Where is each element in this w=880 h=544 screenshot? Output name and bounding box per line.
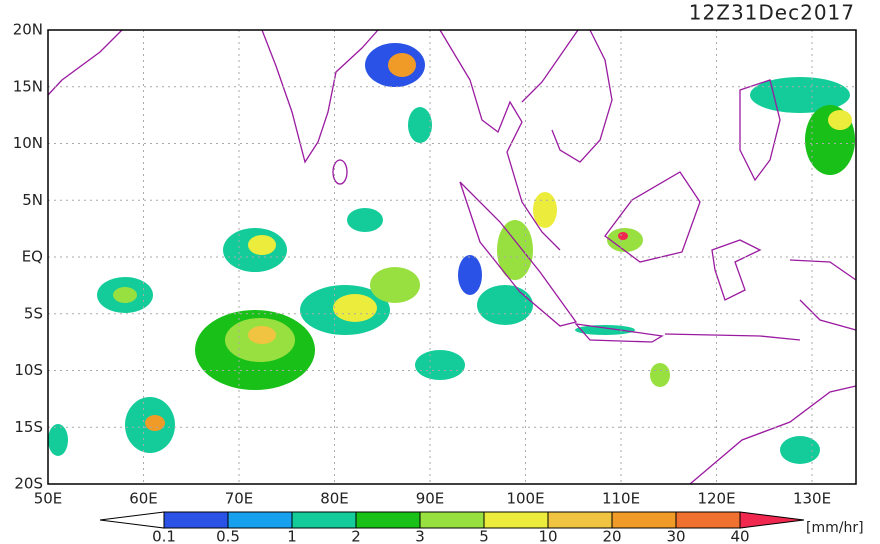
colorbar-segment xyxy=(611,511,677,529)
lat-label: 10S xyxy=(14,361,43,379)
colorbar-label: 10 xyxy=(538,528,557,544)
rain-cell xyxy=(750,77,850,113)
colorbar-segment xyxy=(483,511,549,529)
colorbar-segment xyxy=(547,511,613,529)
colorbar-low-end xyxy=(99,511,165,529)
rain-cell xyxy=(780,436,820,464)
rain-cell xyxy=(607,228,643,252)
lon-label: 50E xyxy=(34,490,63,508)
rain-cell xyxy=(828,110,852,130)
lon-label: 130E xyxy=(793,490,831,508)
colorbar-label: 0.1 xyxy=(152,528,176,544)
colorbar-label: 3 xyxy=(415,528,425,544)
coastline xyxy=(521,29,613,163)
lat-label: 20N xyxy=(13,21,43,39)
coastline xyxy=(711,239,762,301)
coastline xyxy=(261,29,379,164)
colorbar-label: 20 xyxy=(602,528,621,544)
rain-cell xyxy=(370,267,420,303)
lon-label: 60E xyxy=(129,490,158,508)
rain-cell xyxy=(458,255,482,295)
rain-cell xyxy=(533,192,557,228)
coastline xyxy=(689,385,857,485)
lon-label: 110E xyxy=(602,490,640,508)
lat-label: 15N xyxy=(13,77,43,95)
rain-cell xyxy=(248,235,276,255)
lat-label: EQ xyxy=(22,248,43,266)
coastline xyxy=(739,79,781,182)
map-frame xyxy=(47,29,857,485)
colorbar-segment xyxy=(355,511,421,529)
coastline xyxy=(459,181,578,327)
lat-label: 5N xyxy=(22,191,43,209)
precipitation-field xyxy=(48,43,855,464)
rain-cell xyxy=(408,107,432,143)
lon-label: 120E xyxy=(697,490,735,508)
lon-label: 90E xyxy=(416,490,445,508)
rain-cell xyxy=(575,325,635,335)
colorbar-label: 1 xyxy=(287,528,297,544)
coastlines xyxy=(47,29,857,485)
colorbar-segment xyxy=(675,511,741,529)
colorbar-label: 40 xyxy=(730,528,749,544)
coastline xyxy=(47,29,123,96)
rain-cell xyxy=(113,287,137,303)
coastline xyxy=(789,259,857,331)
colorbar-unit: [mm/hr] xyxy=(806,520,864,536)
lat-label: 10N xyxy=(13,134,43,152)
rain-cell xyxy=(347,208,383,232)
rain-cell xyxy=(145,415,165,431)
colorbar-segment xyxy=(227,511,293,529)
colorbar: 0.1 0.5 1 2 3 5 10 20 30 40 [mm/hr] xyxy=(99,511,864,544)
lon-label: 70E xyxy=(225,490,254,508)
colorbar-label: 2 xyxy=(351,528,361,544)
coastline xyxy=(332,159,348,185)
colorbar-label: 0.5 xyxy=(216,528,240,544)
title: 12Z31Dec2017 xyxy=(689,1,855,25)
lon-label: 80E xyxy=(320,490,349,508)
coastline xyxy=(574,323,801,343)
rain-cell xyxy=(248,326,276,344)
lat-label: 20S xyxy=(14,475,43,493)
rain-cell xyxy=(415,350,465,380)
colorbar-segment xyxy=(163,511,229,529)
lat-label: 5S xyxy=(24,304,43,322)
colorbar-label: 30 xyxy=(666,528,685,544)
colorbar-segment xyxy=(291,511,357,529)
rain-cell xyxy=(477,285,533,325)
rain-cell xyxy=(333,294,377,322)
rain-cell xyxy=(618,232,628,240)
colorbar-label: 5 xyxy=(479,528,489,544)
rain-cell xyxy=(388,53,416,77)
colorbar-high-end xyxy=(739,511,805,529)
lon-label: 100E xyxy=(506,490,544,508)
coastline xyxy=(439,29,561,251)
rain-cell xyxy=(497,220,533,280)
rain-cell xyxy=(650,363,670,387)
lat-label: 15S xyxy=(14,418,43,436)
colorbar-segment xyxy=(419,511,485,529)
graticule xyxy=(48,30,856,484)
rain-cell xyxy=(48,424,68,456)
